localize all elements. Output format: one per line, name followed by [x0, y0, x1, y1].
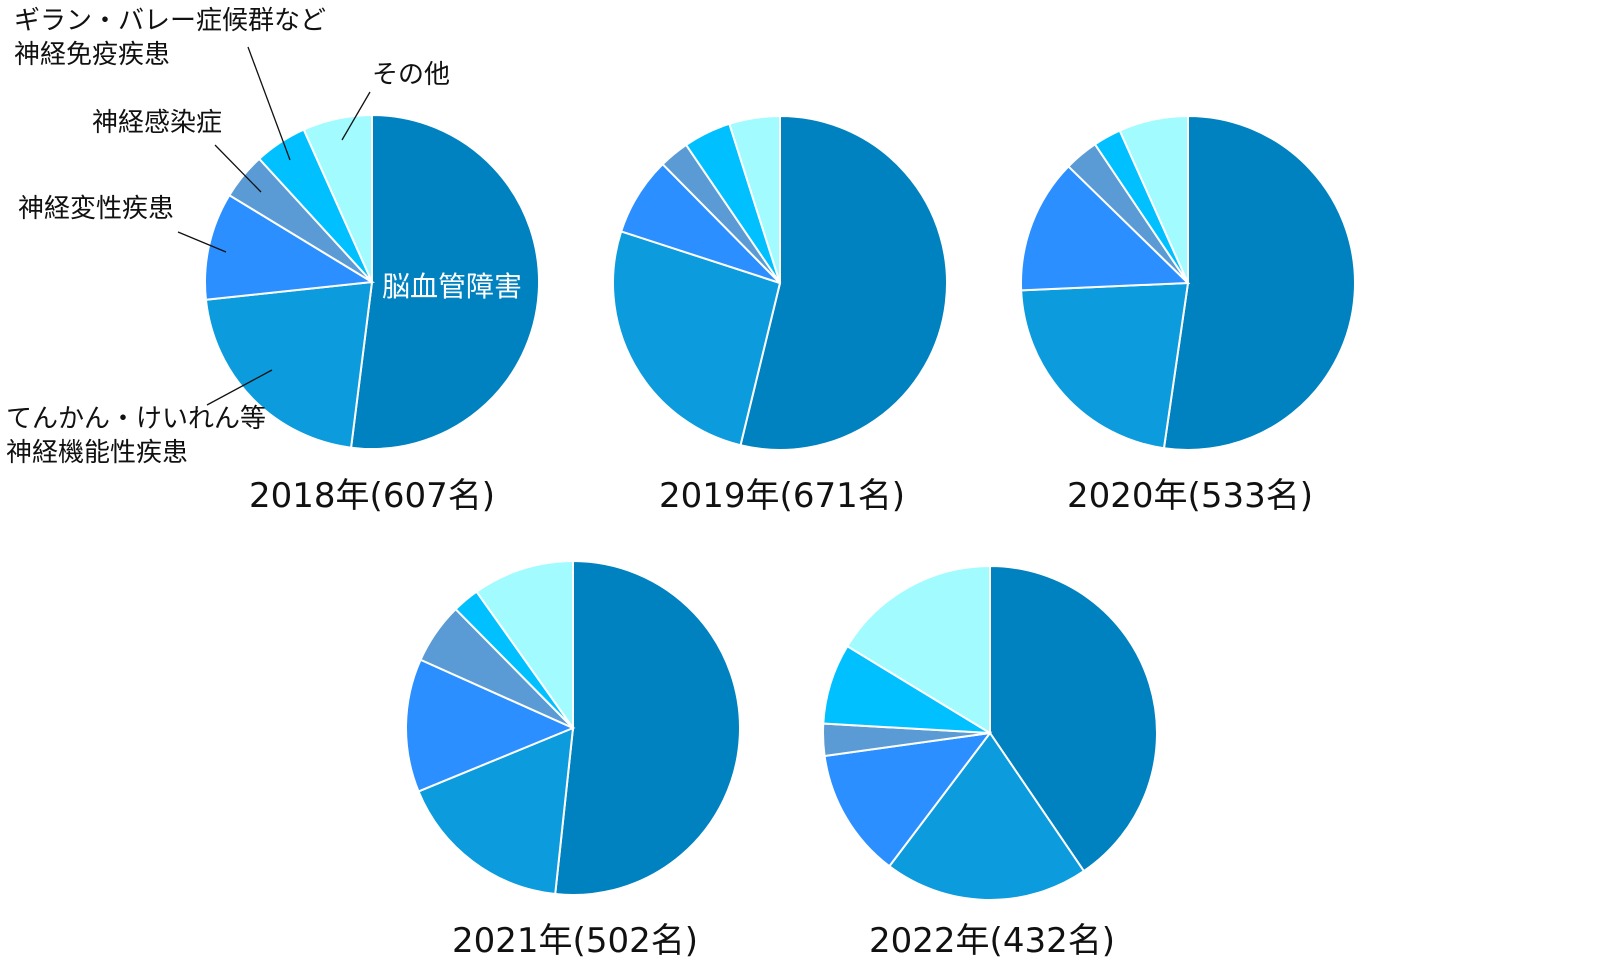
pie-slice-2021-1: [417, 726, 575, 896]
annotation-immune-line1: ギラン・バレー症候群など: [14, 6, 327, 36]
leader-line-other: [341, 91, 371, 141]
pie-slice-2020-0: [1162, 114, 1356, 451]
pie-2022: [822, 564, 1158, 901]
pie-slice-2019-5: [728, 114, 781, 284]
pie-slice-2022-0: [989, 564, 1158, 873]
leader-lines: [177, 46, 371, 406]
pie-title-2022: 2022年(432名): [869, 921, 1115, 961]
pie-slice-2018-5: [302, 113, 373, 283]
annotation-immune: ギラン・バレー症候群など 神経免疫疾患: [14, 4, 326, 72]
pie-2020: [1020, 114, 1356, 451]
annotation-cerebrovascular: 脳血管障害: [382, 270, 523, 303]
pie-slice-2019-1: [611, 230, 782, 447]
pie-title-2021: 2021年(502名): [452, 921, 698, 961]
leader-line-degenerative: [177, 231, 227, 253]
pie-slice-2020-5: [1118, 114, 1189, 284]
pie-slice-2020-1: [1020, 281, 1190, 450]
pie-slice-2021-2: [405, 658, 576, 793]
pie-slice-2022-2: [823, 731, 993, 868]
annotation-other: その他: [372, 60, 451, 90]
annotation-immune-line2: 神経免疫疾患: [14, 40, 171, 70]
annotation-epilepsy: てんかん・けいれん等 神経機能性疾患: [6, 402, 266, 470]
leader-line-immune: [247, 46, 291, 161]
pie-title-2018: 2018年(607名): [249, 476, 495, 516]
pie-slice-2019-0: [739, 114, 948, 451]
pie-slice-2020-2: [1020, 164, 1191, 292]
pie-slice-2022-1: [887, 731, 1086, 901]
leader-line-infection: [214, 144, 262, 193]
annotation-epilepsy-line2: 神経機能性疾患: [6, 438, 189, 468]
pie-2018: [204, 113, 540, 450]
pie-2019: [611, 114, 948, 451]
pie-title-2019: 2019年(671名): [659, 476, 905, 516]
annotation-infection: 神経感染症: [92, 108, 223, 138]
pie-title-2020: 2020年(533名): [1067, 476, 1313, 516]
pie-2021: [405, 559, 741, 896]
annotation-epilepsy-line1: てんかん・けいれん等: [6, 404, 267, 434]
pie-slice-2018-0: [349, 113, 540, 450]
pie-slice-2021-0: [554, 559, 741, 896]
pie-slice-2018-1: [204, 280, 374, 449]
pie-slice-2022-5: [845, 564, 991, 735]
pie-slice-2021-5: [475, 559, 574, 732]
leader-line-epilepsy: [206, 369, 273, 406]
annotation-degenerative: 神経変性疾患: [18, 194, 175, 224]
